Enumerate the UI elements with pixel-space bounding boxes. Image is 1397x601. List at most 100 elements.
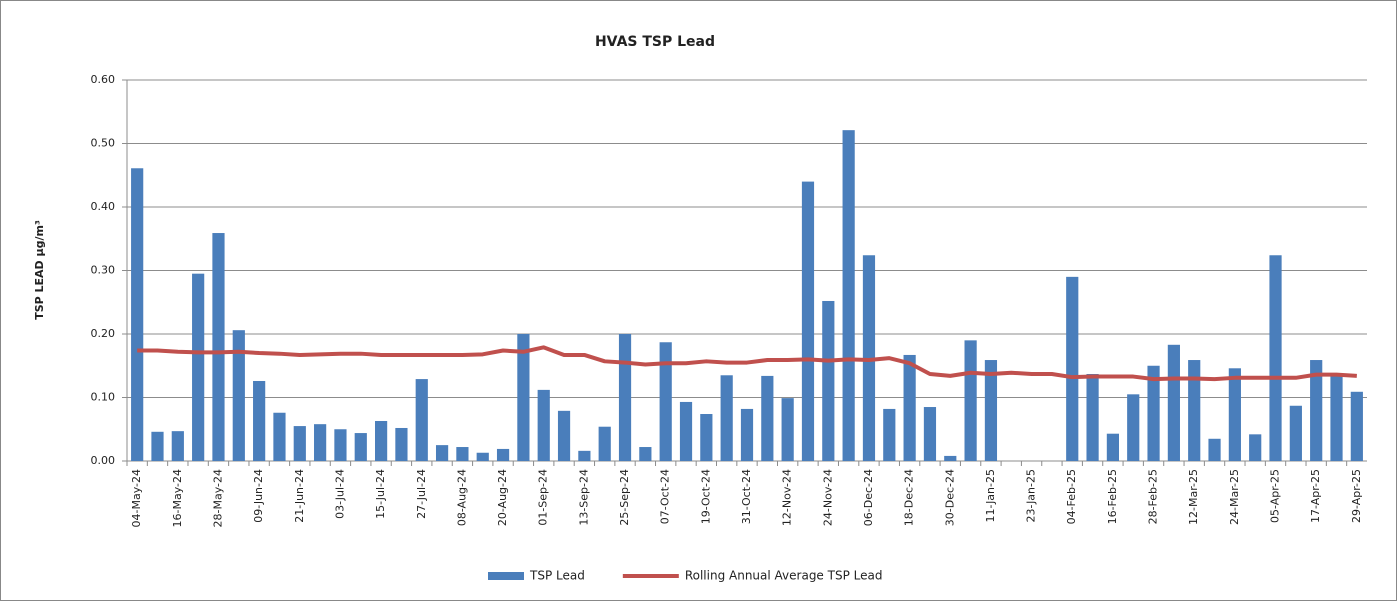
bar xyxy=(1127,394,1140,461)
bar xyxy=(700,414,713,461)
line xyxy=(137,345,1357,382)
bar xyxy=(1330,375,1343,461)
bar xyxy=(131,168,144,461)
x-tick-label: 13-Sep-24 xyxy=(577,469,590,526)
x-tick-label: 04-May-24 xyxy=(130,469,143,527)
bar xyxy=(923,407,937,461)
x-tick-label: 11-Jan-25 xyxy=(984,469,997,523)
bar xyxy=(679,401,693,461)
x-tick-label: 01-Sep-24 xyxy=(537,469,550,526)
x-tick-label: 09-Jun-24 xyxy=(252,469,265,523)
bar xyxy=(598,426,611,461)
y-tick-label: 0.50 xyxy=(91,137,116,150)
bar xyxy=(232,330,245,461)
x-tick-label: 03-Jul-24 xyxy=(333,469,346,519)
bar xyxy=(1350,391,1363,461)
x-tick-label: 08-Aug-24 xyxy=(455,469,468,526)
bar xyxy=(761,375,774,461)
bar xyxy=(517,334,530,461)
bar xyxy=(903,354,916,461)
bar xyxy=(1147,365,1160,461)
bar xyxy=(964,340,977,461)
legend-swatch xyxy=(488,572,524,580)
legend-label: Rolling Annual Average TSP Lead xyxy=(685,569,883,583)
bar xyxy=(435,445,449,461)
x-tick-label: 23-Jan-25 xyxy=(1025,469,1038,523)
x-tick-label: 20-Aug-24 xyxy=(496,469,509,526)
bar xyxy=(1269,255,1282,461)
bar xyxy=(883,408,896,461)
bar xyxy=(395,427,408,461)
y-tick-label: 0.00 xyxy=(91,454,116,467)
bar xyxy=(781,398,794,461)
legend-label: TSP Lead xyxy=(529,569,585,583)
bar xyxy=(1208,438,1221,461)
bar xyxy=(415,379,428,461)
bar xyxy=(273,412,286,461)
x-tick-label: 12-Nov-24 xyxy=(781,469,794,526)
bar xyxy=(253,380,266,461)
bar xyxy=(1289,405,1302,461)
x-tick-label: 07-Oct-24 xyxy=(659,469,672,524)
y-tick-label: 0.40 xyxy=(91,200,116,213)
y-tick-label: 0.60 xyxy=(91,73,116,86)
bar xyxy=(740,408,754,461)
bar xyxy=(496,448,510,461)
x-tick-label: 30-Dec-24 xyxy=(943,469,956,526)
x-tick-label: 16-Feb-25 xyxy=(1106,469,1119,524)
bar xyxy=(537,389,550,461)
x-tick-label: 15-Jul-24 xyxy=(374,469,387,519)
x-tick-label: 18-Dec-24 xyxy=(903,469,916,526)
bar xyxy=(944,455,957,461)
bar xyxy=(1106,433,1119,461)
x-tick-label: 12-Mar-25 xyxy=(1187,469,1200,525)
bar xyxy=(801,181,815,461)
bar xyxy=(375,420,388,461)
bar xyxy=(659,342,672,461)
bar xyxy=(212,233,225,461)
bar xyxy=(639,447,652,461)
x-tick-label: 25-Sep-24 xyxy=(618,469,631,526)
x-tick-label: 19-Oct-24 xyxy=(699,469,712,524)
bar xyxy=(314,424,327,461)
bar xyxy=(720,375,733,461)
x-tick-label: 28-Feb-25 xyxy=(1147,469,1160,524)
bar xyxy=(618,334,632,461)
bar xyxy=(171,431,184,461)
x-tick-label: 24-Mar-25 xyxy=(1228,469,1241,525)
x-tick-label: 29-Apr-25 xyxy=(1350,469,1363,523)
bar xyxy=(1086,374,1099,461)
bar xyxy=(842,130,855,462)
x-tick-label: 21-Jun-24 xyxy=(293,469,306,523)
bar xyxy=(1310,360,1323,461)
x-tick-label: 04-Feb-25 xyxy=(1065,469,1078,524)
x-tick-label: 05-Apr-25 xyxy=(1269,469,1282,523)
x-tick-label: 06-Dec-24 xyxy=(862,469,875,526)
x-tick-label: 27-Jul-24 xyxy=(415,469,428,519)
bar xyxy=(1167,344,1180,461)
bar xyxy=(578,450,591,461)
x-tick-label: 28-May-24 xyxy=(211,469,224,527)
x-tick-label: 17-Apr-25 xyxy=(1309,469,1322,523)
bar xyxy=(984,360,998,461)
x-tick-label: 31-Oct-24 xyxy=(740,469,753,524)
bar xyxy=(151,431,164,461)
bar xyxy=(822,300,835,461)
x-tick-label: 16-May-24 xyxy=(171,469,184,527)
bar xyxy=(293,426,306,461)
bar xyxy=(334,429,347,461)
bar xyxy=(476,452,489,461)
x-tick-label: 24-Nov-24 xyxy=(821,469,834,526)
bar xyxy=(1066,276,1079,461)
chart-title: HVAS TSP Lead xyxy=(595,34,715,50)
bar xyxy=(354,433,367,461)
bar xyxy=(1249,434,1262,461)
bar xyxy=(456,447,469,461)
y-tick-label: 0.30 xyxy=(91,264,116,277)
bar xyxy=(192,273,205,461)
y-tick-label: 0.10 xyxy=(91,391,116,404)
y-axis-label: TSP LEAD µg/m³ xyxy=(33,220,46,320)
bar xyxy=(1228,368,1241,461)
